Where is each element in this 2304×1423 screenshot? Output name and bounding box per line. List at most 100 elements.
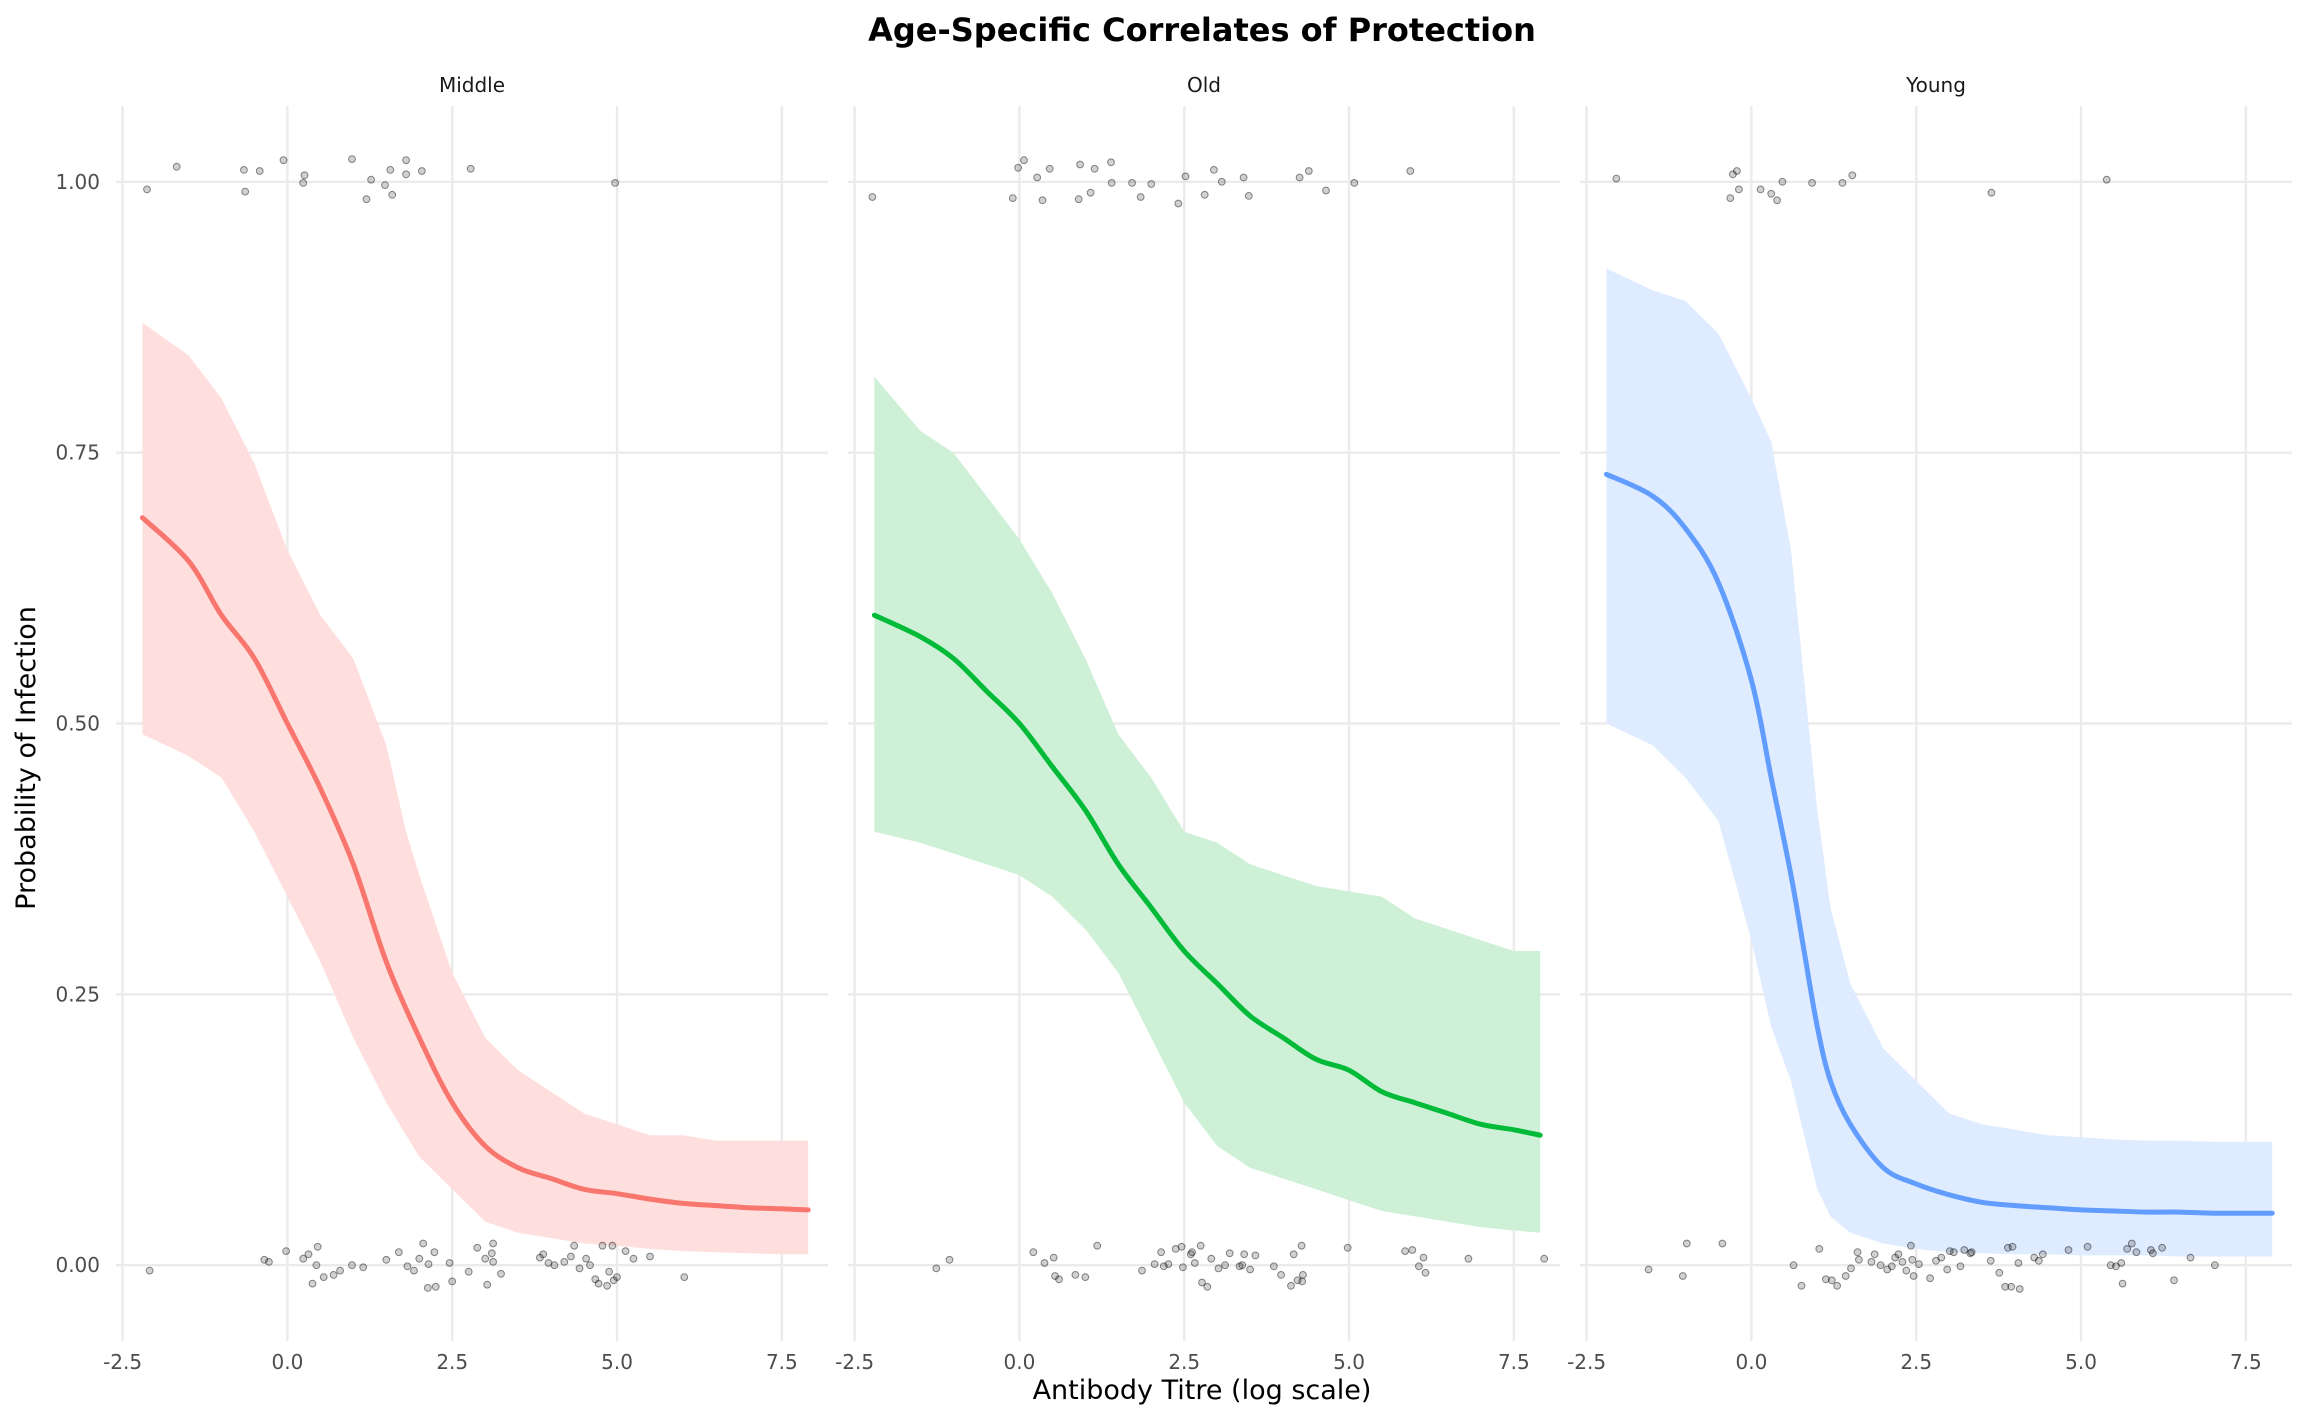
data-point [1827, 1276, 1836, 1285]
y-tick-label: 0.25 [55, 982, 100, 1006]
data-point [299, 179, 308, 187]
y-tick-label: 0.00 [55, 1253, 100, 1277]
data-point [1198, 1278, 1206, 1287]
data-point [1217, 177, 1226, 186]
y-axis-title: Probability of Infection [11, 606, 42, 910]
data-point [1225, 1249, 1234, 1258]
data-point [381, 181, 389, 190]
data-point [1926, 1274, 1934, 1283]
data-point [312, 1261, 321, 1270]
data-point [1240, 1250, 1249, 1259]
data-point [1841, 1272, 1850, 1280]
data-point [2112, 1262, 2120, 1271]
data-point [1943, 1265, 1952, 1274]
data-point [2004, 1243, 2012, 1252]
data-point [1164, 1260, 1173, 1268]
data-point [329, 1271, 338, 1279]
data-point [1014, 163, 1022, 172]
data-point [1909, 1272, 1918, 1280]
data-point [1179, 1263, 1187, 1272]
facet-panel-old: Old -2.5 0.0 2.5 5.0 7.5 [835, 73, 1560, 1374]
data-point [1246, 1265, 1254, 1274]
data-point [2102, 175, 2111, 184]
data-point [388, 190, 397, 199]
data-point [1894, 1250, 1903, 1259]
x-tick-label: 7.5 [2230, 1350, 2262, 1374]
data-point [424, 1260, 433, 1268]
data-point [1186, 1250, 1195, 1259]
data-point [299, 1254, 308, 1263]
data-point [386, 166, 395, 174]
data-point [1289, 1250, 1298, 1259]
data-point [2106, 1261, 2115, 1270]
data-point [868, 193, 877, 201]
data-point [1235, 1262, 1244, 1271]
data-point [1644, 1265, 1653, 1274]
data-point [544, 1259, 553, 1267]
data-point [1902, 1266, 1911, 1275]
data-point [2001, 1282, 2010, 1291]
data-point [1956, 1262, 1965, 1271]
data-point [945, 1255, 954, 1264]
data-point [1838, 179, 1847, 187]
data-point [1295, 173, 1304, 182]
data-point [1157, 1248, 1165, 1257]
data-point [2149, 1249, 2157, 1258]
facet-panels: 0.00 0.25 0.50 0.75 1.00 Middle -2.5 0.0 2.5 5.0 7… [55, 73, 2292, 1374]
data-point [143, 185, 151, 194]
data-point [172, 162, 181, 171]
data-point [1287, 1281, 1295, 1290]
data-point [621, 1247, 630, 1255]
data-point [1270, 1262, 1278, 1271]
x-tick-label: -2.5 [835, 1350, 874, 1374]
facet-strip-label: Middle [439, 73, 505, 97]
x-tick-label: -2.5 [103, 1350, 142, 1374]
data-point [410, 1266, 418, 1275]
data-point [598, 1241, 607, 1250]
data-point [1136, 193, 1145, 201]
data-point [1188, 1248, 1196, 1257]
chart-title: Age-Specific Correlates of Protection [868, 11, 1536, 49]
confidence-band [874, 376, 1541, 1233]
data-point [2015, 1285, 2024, 1293]
data-point [2127, 1239, 2136, 1248]
data-point [1915, 1260, 1923, 1268]
x-axis-title: Antibody Titre (log scale) [1033, 1375, 1372, 1406]
data-point [570, 1241, 579, 1250]
data-point [2158, 1243, 2167, 1252]
data-point [1203, 1282, 1212, 1291]
data-point [1343, 1243, 1352, 1252]
x-tick-label: -2.5 [1567, 1350, 1606, 1374]
data-point [473, 1243, 482, 1252]
data-point [1729, 170, 1737, 179]
data-point [481, 1254, 490, 1263]
data-point [1853, 1248, 1862, 1257]
facet-panel-young: Young -2.5 0.0 2.5 5.0 7.5 [1567, 73, 2292, 1374]
data-point [1932, 1256, 1940, 1265]
data-point [2038, 1250, 2047, 1259]
data-point [415, 1254, 424, 1263]
data-point [1966, 1249, 1975, 1258]
x-tick-label: 0.0 [1736, 1350, 1768, 1374]
data-point [1040, 1259, 1049, 1267]
data-point [487, 1249, 496, 1258]
data-point [1898, 1258, 1907, 1266]
data-point [2118, 1279, 2127, 1288]
data-point [1029, 1248, 1038, 1257]
data-point [382, 1255, 391, 1264]
x-tick-label: 7.5 [1498, 1350, 1530, 1374]
data-point [680, 1273, 689, 1281]
data-point [483, 1280, 492, 1289]
data-point [1808, 179, 1816, 187]
data-point [2117, 1259, 2126, 1267]
data-point [1107, 179, 1116, 187]
data-point [1421, 1268, 1430, 1277]
fitted-curve [1603, 471, 2275, 1216]
data-point [1239, 173, 1248, 182]
data-point [1147, 180, 1156, 188]
data-point [1735, 185, 1743, 194]
data-point [359, 1263, 368, 1272]
data-point [145, 1266, 154, 1275]
data-point [1908, 1255, 1917, 1264]
